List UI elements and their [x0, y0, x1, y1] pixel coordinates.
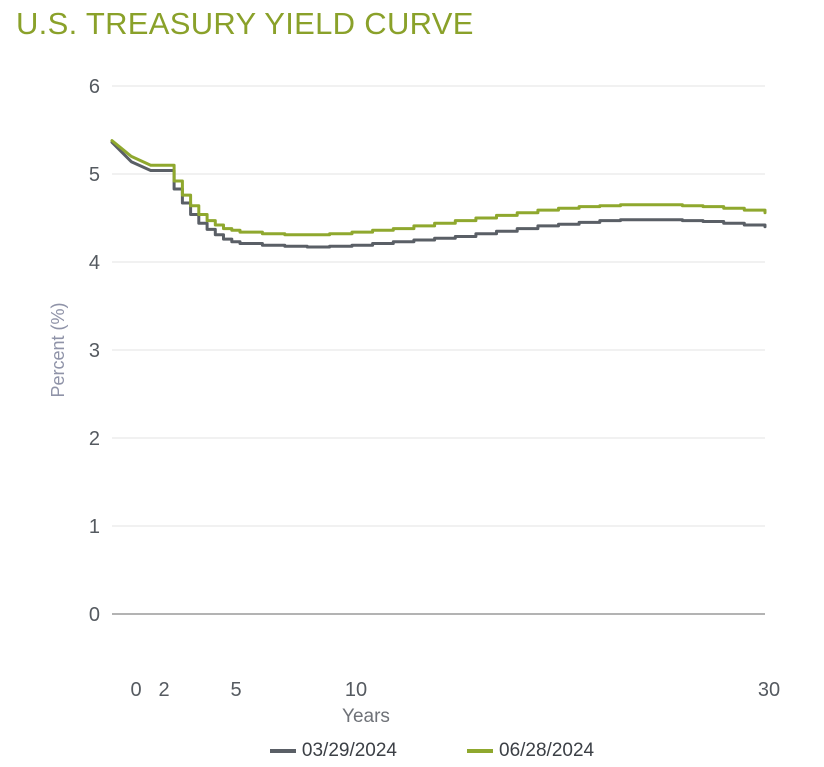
y-tick-label-3: 3 [89, 340, 100, 362]
y-tick-labels: 0 1 2 3 4 5 6 [89, 76, 100, 626]
series-layer [110, 139, 767, 249]
y-tick-label-1: 1 [89, 516, 100, 538]
legend-label-series-1: 06/28/2024 [499, 740, 595, 761]
chart-title: U.S. TREASURY YIELD CURVE [16, 6, 474, 41]
y-axis-label: Percent (%) [48, 302, 68, 397]
legend-label-series-0: 03/29/2024 [301, 740, 397, 761]
x-axis-label: Years [342, 706, 390, 727]
series-line-0 [110, 140, 767, 249]
legend: 03/29/2024 06/28/2024 [0, 740, 824, 762]
series-line-1 [110, 139, 767, 237]
grid-layer [112, 85, 765, 615]
x-tick-label-10: 10 [345, 679, 367, 701]
x-tick-labels: 0 2 5 10 30 [130, 679, 780, 701]
legend-item-series-1[interactable]: 06/28/2024 [467, 740, 594, 762]
legend-item-series-0[interactable]: 03/29/2024 [269, 740, 397, 762]
x-tick-label-30: 30 [758, 679, 780, 701]
legend-swatch-series-0 [269, 749, 296, 753]
y-tick-label-5: 5 [89, 164, 100, 186]
legend-swatch-series-1 [467, 749, 493, 753]
y-tick-label-4: 4 [89, 252, 100, 274]
y-tick-label-6: 6 [89, 76, 100, 98]
x-tick-label-2: 2 [158, 679, 169, 701]
y-tick-label-2: 2 [89, 428, 100, 450]
x-tick-label-5: 5 [230, 679, 241, 701]
x-tick-label-0: 0 [130, 679, 141, 701]
y-tick-label-0: 0 [89, 604, 100, 626]
